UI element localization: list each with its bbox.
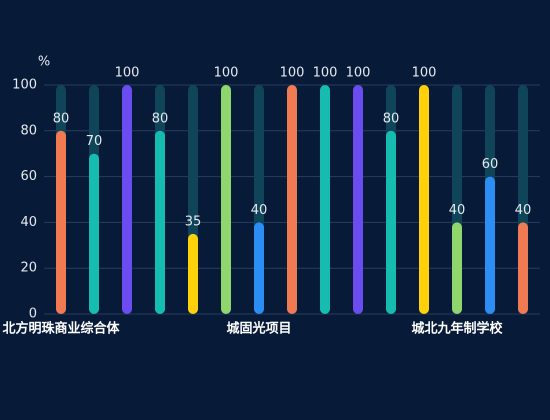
data-label: 80 [152, 111, 169, 126]
bar [419, 85, 429, 314]
bar [254, 222, 264, 314]
data-label: 100 [280, 66, 305, 81]
data-label: 80 [53, 111, 70, 126]
bar [221, 85, 231, 314]
y-tick-label: 80 [20, 123, 37, 138]
bar [386, 130, 396, 314]
x-tick-label: 北方明珠商业综合体 [2, 321, 120, 337]
data-label: 60 [482, 157, 499, 172]
data-label: 40 [251, 203, 268, 218]
y-tick-label: 40 [20, 215, 37, 230]
data-label: 80 [383, 111, 400, 126]
data-label: 40 [515, 203, 532, 218]
bar [320, 85, 330, 314]
bar [353, 85, 363, 314]
bar [485, 176, 495, 314]
y-tick-label: 60 [20, 169, 37, 184]
data-label: 70 [86, 134, 103, 149]
y-tick-label: 20 [20, 261, 37, 276]
bar [287, 85, 297, 314]
data-label: 100 [412, 66, 437, 81]
y-tick-label: 0 [29, 307, 37, 322]
y-tick-label: 100 [12, 78, 37, 93]
bar [188, 233, 198, 314]
y-axis-label: % [38, 55, 50, 70]
data-label: 100 [214, 66, 239, 81]
data-label: 100 [313, 66, 338, 81]
x-tick-label: 城固光项目 [226, 321, 291, 337]
bar [452, 222, 462, 314]
bar [155, 130, 165, 314]
data-label: 35 [185, 214, 202, 229]
data-label: 100 [115, 66, 140, 81]
bar [122, 85, 132, 314]
data-label: 100 [346, 66, 371, 81]
data-label: 40 [449, 203, 466, 218]
bar [89, 153, 99, 314]
x-tick-label: 城北九年制学校 [411, 321, 503, 337]
bar [56, 130, 66, 314]
bar [518, 222, 528, 314]
